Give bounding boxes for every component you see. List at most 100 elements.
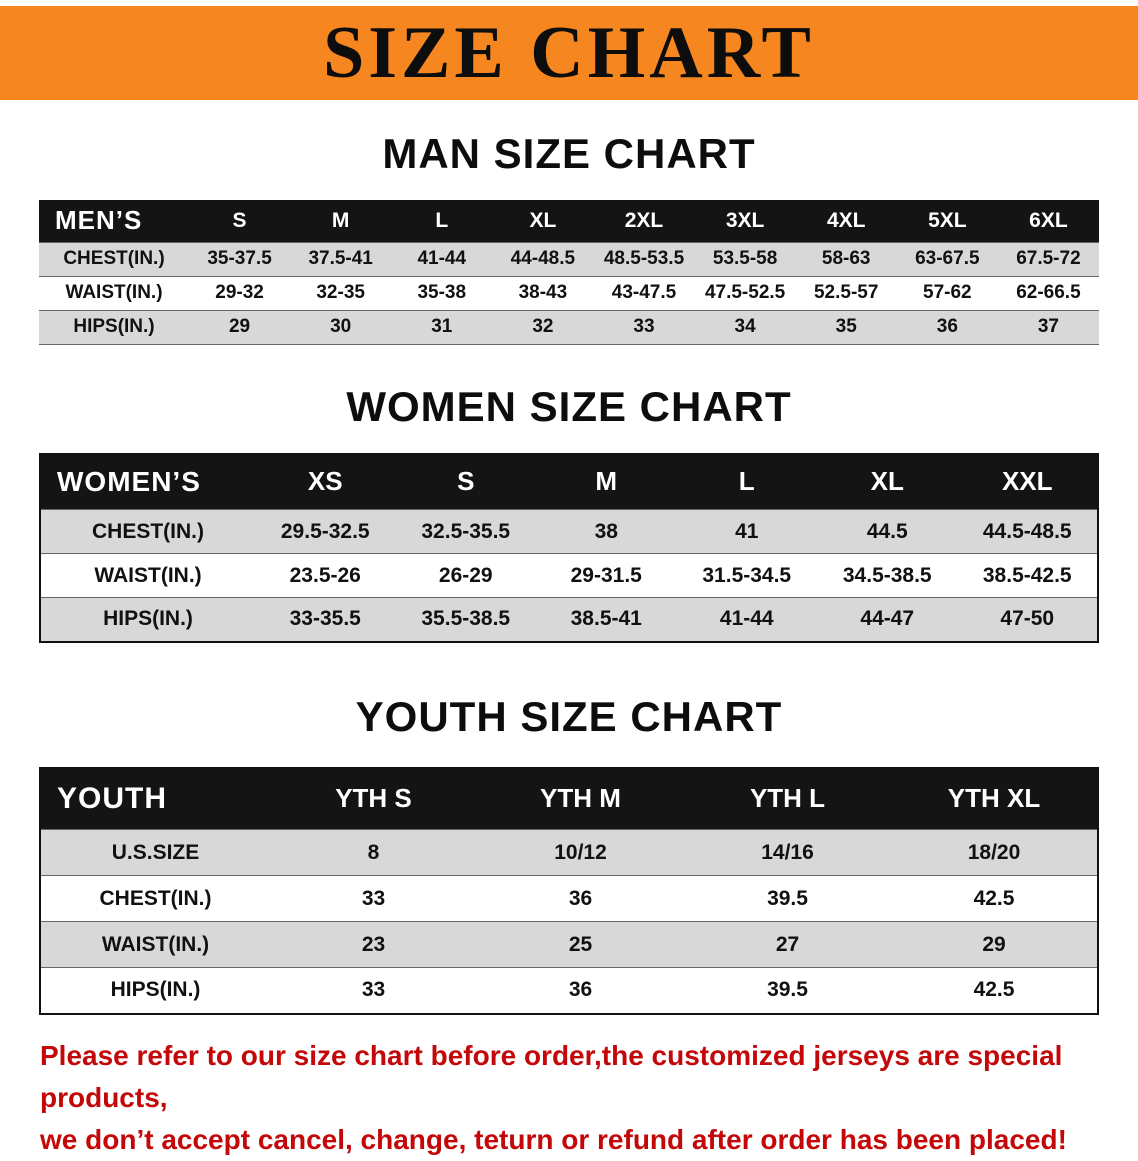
- size-value-cell: 67.5-72: [1016, 248, 1081, 269]
- size-value-cell: 38: [594, 519, 618, 543]
- size-column-header: XL: [817, 453, 958, 510]
- size-column-header: YTH M: [477, 767, 684, 830]
- size-column-header: S: [395, 453, 536, 510]
- size-value-cell: 29: [228, 316, 251, 337]
- women-size-section: WOMEN SIZE CHART WOMEN’S XS S M L XL XXL CHEST(…: [0, 383, 1138, 643]
- size-value-cell: 32.5-35.5: [421, 519, 511, 543]
- row-label: HIPS(IN.): [73, 316, 155, 337]
- size-value-cell: 8: [367, 840, 380, 864]
- row-label: CHEST(IN.): [99, 886, 212, 910]
- size-column-header: M: [536, 453, 677, 510]
- size-value-cell: 38-43: [518, 282, 568, 303]
- women-section-heading: WOMEN SIZE CHART: [346, 382, 792, 430]
- row-label: WAIST(IN.): [65, 282, 163, 303]
- size-value-cell: 36: [568, 978, 593, 1002]
- size-value-cell: 29-31.5: [570, 563, 642, 587]
- disclaimer-text: Please refer to our size chart before or…: [40, 1035, 1138, 1161]
- size-column-header: 3XL: [694, 200, 796, 242]
- size-column-header: XS: [255, 453, 396, 510]
- table-header-row: WOMEN’S XS S M L XL XXL: [40, 453, 1098, 510]
- youth-size-section: YOUTH SIZE CHART YOUTH YTH S YTH M YTH L YTH…: [0, 693, 1138, 1015]
- table-header-row: YOUTH YTH S YTH M YTH L YTH XL: [40, 767, 1098, 830]
- size-value-cell: 25: [568, 932, 593, 956]
- size-value-cell: 63-67.5: [915, 248, 980, 269]
- size-column-header: S: [189, 200, 291, 242]
- size-column-header: L: [676, 453, 817, 510]
- size-value-cell: 35: [835, 316, 857, 337]
- size-value-cell: 58-63: [821, 248, 871, 269]
- size-value-cell: 44-47: [860, 607, 915, 631]
- page-title: SIZE CHART: [323, 12, 815, 94]
- size-value-cell: 47-50: [1000, 607, 1055, 631]
- size-value-cell: 33-35.5: [289, 607, 361, 631]
- size-value-cell: 36: [568, 886, 593, 910]
- table-corner-label: MEN’S: [39, 200, 189, 242]
- size-value-cell: 33: [361, 886, 386, 910]
- size-column-header: XXL: [957, 453, 1098, 510]
- size-value-cell: 41-44: [417, 248, 467, 269]
- size-value-cell: 26-29: [438, 563, 493, 587]
- size-value-cell: 44-48.5: [510, 248, 576, 269]
- size-value-cell: 31.5-34.5: [702, 563, 792, 587]
- men-section-heading: MAN SIZE CHART: [382, 130, 756, 177]
- size-value-cell: 23.5-26: [289, 563, 361, 587]
- size-column-header: 4XL: [795, 200, 897, 242]
- size-value-cell: 35-38: [417, 282, 467, 303]
- size-value-cell: 35-37.5: [207, 248, 272, 269]
- table-corner-label: WOMEN’S: [40, 453, 255, 510]
- disclaimer-line-1: Please refer to our size chart before or…: [40, 1039, 1063, 1113]
- size-value-cell: 33: [361, 978, 386, 1002]
- size-column-header: M: [290, 200, 392, 242]
- size-value-cell: 32-35: [316, 282, 365, 303]
- table-row: HIPS(IN.) 33-35.5 35.5-38.5 38.5-41 41-44 44-…: [40, 597, 1098, 642]
- women-size-table: WOMEN’S XS S M L XL XXL CHEST(IN.) 29.5-32.5 32.5…: [39, 452, 1099, 643]
- youth-section-heading: YOUTH SIZE CHART: [355, 692, 783, 740]
- size-value-cell: 34: [734, 316, 756, 337]
- size-value-cell: 41-44: [719, 607, 774, 631]
- row-label: CHEST(IN.): [63, 248, 165, 269]
- size-value-cell: 44.5-48.5: [982, 519, 1072, 543]
- size-value-cell: 36: [936, 316, 958, 337]
- size-value-cell: 37: [1037, 316, 1059, 337]
- size-value-cell: 39.5: [767, 978, 808, 1002]
- row-label: WAIST(IN.): [94, 563, 202, 587]
- size-value-cell: 23: [361, 932, 386, 956]
- size-value-cell: 18/20: [967, 840, 1021, 864]
- table-row: WAIST(IN.) 29-32 32-35 35-38 38-43 43-47.5 47.…: [39, 276, 1099, 310]
- table-row: HIPS(IN.) 29 30 31 32 33 34 35 36 37: [39, 310, 1099, 344]
- size-value-cell: 37.5-41: [308, 248, 373, 269]
- row-label: HIPS(IN.): [103, 607, 193, 631]
- size-value-cell: 52.5-57: [813, 282, 879, 303]
- size-value-cell: 42.5: [973, 978, 1015, 1002]
- size-value-cell: 32: [532, 316, 554, 337]
- table-row: U.S.SIZE 8 10/12 14/16 18/20: [40, 829, 1098, 876]
- size-column-header: YTH S: [270, 767, 477, 830]
- size-column-header: XL: [492, 200, 594, 242]
- size-value-cell: 48.5-53.5: [603, 248, 685, 269]
- row-label: U.S.SIZE: [111, 840, 200, 864]
- size-value-cell: 41: [735, 519, 759, 543]
- row-label: CHEST(IN.): [92, 519, 204, 543]
- banner: SIZE CHART: [0, 6, 1138, 100]
- size-value-cell: 27: [775, 932, 800, 956]
- size-column-header: 2XL: [593, 200, 695, 242]
- row-label: WAIST(IN.): [101, 932, 210, 956]
- row-label: HIPS(IN.): [110, 978, 201, 1002]
- table-row: CHEST(IN.) 35-37.5 37.5-41 41-44 44-48.5 48.5…: [39, 242, 1099, 276]
- size-value-cell: 44.5: [866, 519, 908, 543]
- disclaimer-line-2: we don’t accept cancel, change, teturn o…: [40, 1123, 1067, 1155]
- size-value-cell: 38.5-42.5: [982, 563, 1072, 587]
- table-row: CHEST(IN.) 29.5-32.5 32.5-35.5 38 41 44.5 44.5…: [40, 509, 1098, 554]
- table-row: CHEST(IN.) 33 36 39.5 42.5: [40, 875, 1098, 922]
- size-value-cell: 35.5-38.5: [421, 607, 511, 631]
- table-header-row: MEN’S S M L XL 2XL 3XL 4XL 5XL 6XL: [39, 200, 1099, 242]
- size-value-cell: 10/12: [554, 840, 607, 864]
- size-value-cell: 34.5-38.5: [842, 563, 932, 587]
- size-value-cell: 33: [633, 316, 655, 337]
- size-value-cell: 57-62: [923, 282, 972, 303]
- size-value-cell: 30: [330, 316, 352, 337]
- size-value-cell: 39.5: [767, 886, 808, 910]
- table-corner-label: YOUTH: [40, 767, 270, 830]
- size-column-header: YTH L: [684, 767, 891, 830]
- size-value-cell: 53.5-58: [712, 248, 778, 269]
